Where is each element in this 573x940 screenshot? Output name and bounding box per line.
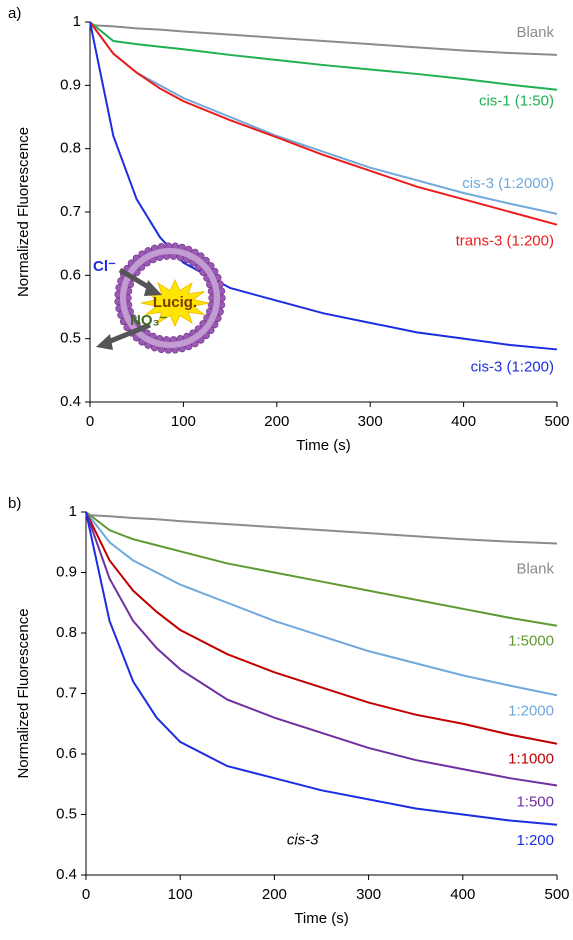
series-label: trans-3 (1:200) [456, 233, 554, 250]
y-tick-label: 0.6 [60, 266, 81, 283]
series-label: 1:5000 [508, 633, 554, 650]
arrow-head [144, 280, 162, 296]
arrow-out [107, 322, 151, 345]
annotation: Cl⁻ [93, 258, 116, 275]
y-tick-label: 0.7 [56, 684, 77, 701]
x-tick-label: 500 [544, 413, 569, 430]
x-tick-label: 0 [86, 413, 94, 430]
x-axis-title: Time (s) [294, 910, 348, 927]
annotation: NO₃⁻ [130, 312, 167, 329]
series-label: Blank [516, 24, 554, 41]
x-tick-label: 200 [264, 413, 289, 430]
y-tick-label: 0.8 [60, 140, 81, 157]
lucigenin-star [141, 278, 209, 328]
y-axis-title: Normalized Fluorescence [15, 127, 32, 297]
x-axis-title: Time (s) [296, 437, 350, 454]
series-label: 1:200 [516, 832, 554, 849]
y-tick-label: 1 [69, 503, 77, 520]
series-label: cis-3 (1:200) [471, 358, 554, 375]
y-tick-label: 0.9 [60, 76, 81, 93]
y-tick-label: 0.9 [56, 563, 77, 580]
arrow-in [118, 267, 152, 291]
panel-label: b) [8, 495, 21, 512]
series-line [85, 514, 558, 545]
series-label: 1:2000 [508, 702, 554, 719]
panel-label: a) [8, 5, 21, 22]
series-line [85, 511, 558, 697]
series-line [89, 21, 558, 91]
y-tick-label: 0.5 [60, 330, 81, 347]
x-tick-label: 100 [168, 886, 193, 903]
series-line [85, 511, 558, 627]
x-tick-label: 400 [451, 413, 476, 430]
series-label: cis-1 (1:50) [479, 93, 554, 110]
y-tick-label: 0.7 [60, 203, 81, 220]
y-tick-label: 0.4 [60, 393, 81, 410]
annotation: cis-3 [287, 831, 319, 848]
series-label: 1:1000 [508, 751, 554, 768]
x-tick-label: 300 [356, 886, 381, 903]
series-line [89, 21, 558, 351]
arrow-head [96, 334, 113, 350]
series-line [85, 511, 558, 787]
series-label: 1:500 [516, 793, 554, 810]
series-line [85, 511, 558, 745]
y-axis-title: Normalized Fluorescence [15, 608, 32, 778]
y-tick-label: 0.6 [56, 745, 77, 762]
y-tick-label: 0.5 [56, 805, 77, 822]
y-tick-label: 0.8 [56, 624, 77, 641]
series-line [85, 511, 558, 826]
x-tick-label: 500 [544, 886, 569, 903]
x-tick-label: 300 [358, 413, 383, 430]
x-tick-label: 400 [450, 886, 475, 903]
series-line [89, 21, 558, 226]
y-tick-label: 1 [73, 13, 81, 30]
series-label: cis-3 (1:2000) [462, 175, 554, 192]
x-tick-label: 0 [82, 886, 90, 903]
lipid-tails [120, 248, 220, 348]
y-tick-label: 0.4 [56, 866, 77, 883]
x-tick-label: 200 [262, 886, 287, 903]
series-line [89, 24, 558, 56]
series-label: Blank [516, 560, 554, 577]
annotation: Lucig. [153, 294, 197, 311]
x-tick-label: 100 [171, 413, 196, 430]
